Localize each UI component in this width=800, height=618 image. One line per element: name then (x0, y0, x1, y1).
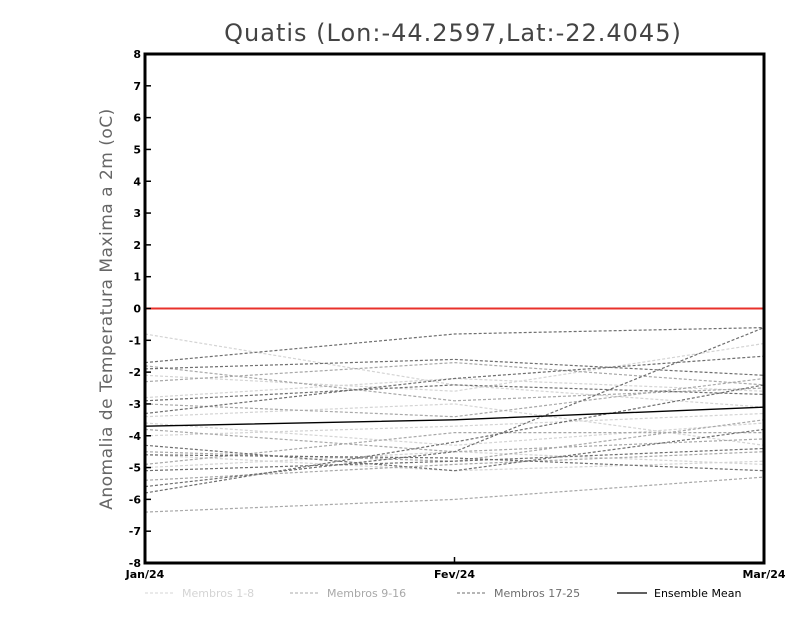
member-line (144, 419, 765, 462)
y-tick-label: -1 (129, 334, 141, 347)
y-tick-label: -2 (129, 366, 141, 379)
y-tick-label: 2 (133, 239, 141, 252)
legend-label: Ensemble Mean (654, 587, 741, 600)
member-line (144, 358, 765, 376)
member-line (144, 451, 765, 481)
y-tick-label: -8 (129, 557, 141, 570)
ensemble-mean-line (144, 406, 765, 427)
y-tick-label: 8 (133, 48, 141, 61)
member-line (144, 384, 765, 402)
member-line (144, 365, 765, 402)
member-line (144, 377, 765, 399)
chart-title: Quatis (Lon:-44.2597,Lat:-22.4045) (224, 19, 682, 47)
legend-label: Membros 9-16 (327, 587, 406, 600)
member-line (144, 342, 765, 392)
member-line (144, 403, 765, 446)
member-line (144, 451, 765, 469)
y-tick-label: 7 (133, 80, 141, 93)
member-line (144, 454, 765, 472)
y-tick-label: 1 (133, 271, 141, 284)
y-tick-label: -3 (129, 398, 141, 411)
y-tick-label: 3 (133, 207, 141, 220)
legend-label: Membros 17-25 (494, 587, 580, 600)
member-line (144, 333, 765, 408)
member-line (144, 432, 764, 465)
member-line (144, 355, 765, 415)
y-tick-label: -5 (129, 462, 141, 475)
x-tick-label: Fev/24 (434, 568, 475, 581)
member-line (144, 476, 765, 513)
plot-area (144, 307, 765, 513)
member-line (144, 454, 765, 472)
y-tick-label: -4 (129, 430, 142, 443)
x-tick-label: Jan/24 (125, 568, 165, 581)
y-tick-label: -6 (129, 493, 142, 506)
member-line (144, 412, 765, 437)
y-tick-label: 5 (133, 143, 141, 156)
legend: Membros 1-8 Membros 9-16 Membros 17-25 Ense… (145, 587, 741, 600)
member-line (144, 447, 765, 472)
plot-frame (143, 52, 766, 565)
legend-label: Membros 1-8 (182, 587, 254, 600)
member-line (144, 361, 765, 386)
y-axis-label: Anomalia de Temperatura Maxima a 2m (oC) (97, 108, 117, 510)
member-line (144, 422, 765, 446)
x-tick-label: Mar/24 (742, 568, 785, 581)
y-tick-label: 6 (133, 112, 141, 125)
member-line (144, 327, 765, 364)
y-tick-label: -7 (129, 525, 141, 538)
member-line (144, 327, 765, 488)
y-tick-label: 4 (133, 175, 141, 188)
y-tick-label: 0 (133, 303, 141, 316)
member-line (144, 428, 765, 472)
